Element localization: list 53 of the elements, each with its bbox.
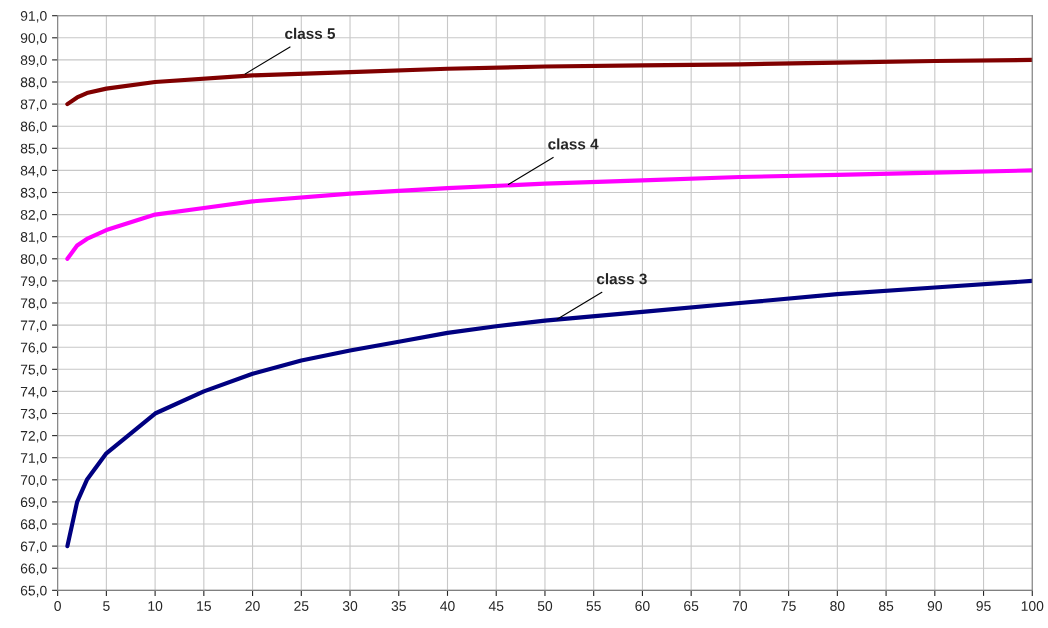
y-tick-label: 74,0 xyxy=(20,386,47,399)
y-tick-label: 75,0 xyxy=(20,364,47,377)
y-tick-label: 72,0 xyxy=(20,430,47,443)
x-tick-label: 80 xyxy=(830,601,845,611)
line-series xyxy=(65,168,1033,261)
y-tick-label: 76,0 xyxy=(20,342,47,355)
y-tick-label: 82,0 xyxy=(20,209,47,222)
annotation: class 4 xyxy=(548,138,599,150)
y-tick-label: 68,0 xyxy=(20,519,47,531)
x-tick-label: 55 xyxy=(586,601,601,611)
line-series xyxy=(65,57,1033,107)
x-tick-label: 65 xyxy=(684,601,699,611)
y-tick-label: 83,0 xyxy=(20,187,47,200)
x-tick-label: 50 xyxy=(537,601,553,611)
annotation: class 5 xyxy=(285,27,336,40)
x-tick-label: 35 xyxy=(391,601,406,611)
x-tick-label: 45 xyxy=(488,601,504,611)
y-tick-label: 88,0 xyxy=(20,77,47,89)
x-tick-label: 30 xyxy=(342,601,358,611)
x-tick-label: 95 xyxy=(976,601,991,611)
x-tick-label: 5 xyxy=(103,601,110,611)
annotation: class 3 xyxy=(596,273,647,285)
y-tick-label: 71,0 xyxy=(20,453,47,465)
y-tick-label: 65,0 xyxy=(20,585,47,598)
x-tick-label: 100 xyxy=(1021,601,1044,611)
y-tick-label: 80,0 xyxy=(20,254,47,266)
y-tick-label: 66,0 xyxy=(20,563,47,576)
y-tick-label: 77,0 xyxy=(20,320,47,332)
y-tick-label: 73,0 xyxy=(20,408,47,421)
x-tick-label: 75 xyxy=(781,601,796,611)
x-tick-label: 0 xyxy=(54,601,61,611)
x-tick-label: 90 xyxy=(927,601,942,611)
y-tick-label: 79,0 xyxy=(20,276,47,288)
y-tick-label: 78,0 xyxy=(20,298,47,310)
x-tick-label: 40 xyxy=(440,601,455,611)
x-tick-label: 85 xyxy=(878,601,894,611)
y-tick-label: 87,0 xyxy=(20,99,47,111)
y-tick-label: 69,0 xyxy=(20,497,47,509)
x-tick-label: 10 xyxy=(148,601,163,611)
y-tick-label: 89,0 xyxy=(20,55,47,67)
y-tick-label: 90,0 xyxy=(20,33,47,45)
x-tick-label: 20 xyxy=(245,601,260,611)
y-tick-label: 67,0 xyxy=(20,541,47,553)
y-tick-label: 81,0 xyxy=(20,232,47,244)
y-tick-label: 91,0 xyxy=(20,11,47,23)
y-tick-label: 84,0 xyxy=(20,165,47,178)
x-tick-label: 25 xyxy=(294,601,309,611)
x-tick-label: 15 xyxy=(197,601,211,611)
x-tick-label: 70 xyxy=(732,601,748,611)
y-tick-label: 86,0 xyxy=(20,121,47,134)
x-tick-label: 60 xyxy=(635,601,650,611)
y-tick-label: 70,0 xyxy=(20,475,47,487)
y-tick-label: 85,0 xyxy=(20,143,47,156)
